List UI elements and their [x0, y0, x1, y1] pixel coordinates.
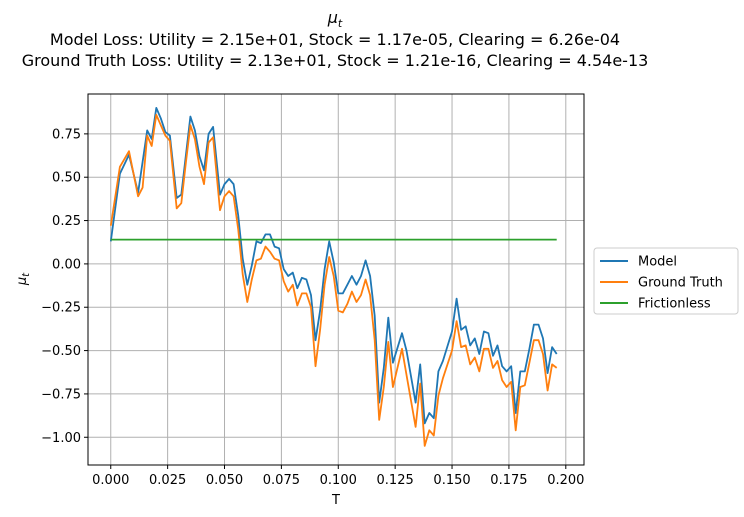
series-layer	[109, 107, 558, 447]
chart-title-line-2: Ground Truth Loss: Utility = 2.13e+01, S…	[22, 51, 649, 70]
series-line-model	[109, 107, 558, 425]
x-tick-label: 0.100	[320, 473, 357, 488]
x-tick-label: 0.025	[149, 473, 186, 488]
x-tick-label: 0.075	[263, 473, 300, 488]
y-tick-label: −0.50	[41, 344, 81, 359]
legend: Model Ground Truth Frictionless	[593, 247, 739, 315]
y-tick-label: −0.75	[41, 387, 81, 402]
x-axis-label: T	[331, 493, 340, 508]
x-tick-label: 0.200	[547, 473, 584, 488]
x-tick-label: 0.125	[377, 473, 414, 488]
y-tick-label: 0.00	[52, 257, 81, 272]
x-tick-label: 0.150	[433, 473, 470, 488]
grid-lines	[88, 94, 584, 465]
x-tick-label: 0.050	[206, 473, 243, 488]
legend-label-model: Model	[638, 255, 677, 270]
y-axis-label: μt	[15, 272, 32, 286]
legend-box	[593, 247, 739, 315]
legend-label-frictionless: Frictionless	[638, 297, 711, 312]
chart-title-symbol: μt	[327, 8, 343, 30]
chart-title-line-1: Model Loss: Utility = 2.15e+01, Stock = …	[50, 30, 620, 49]
y-tick-label: 0.50	[52, 171, 81, 186]
y-axis-ticks: 0.75 0.50 0.25 0.00 −0.25 −0.50 −0.75 −1.00	[41, 127, 88, 446]
y-tick-label: −0.25	[41, 301, 81, 316]
y-tick-label: 0.75	[52, 127, 81, 142]
title-block: μt Model Loss: Utility = 2.15e+01, Stock…	[22, 8, 649, 70]
series-line-ground-truth	[109, 113, 558, 447]
x-tick-label: 0.000	[92, 473, 129, 488]
x-axis-ticks: 0.000 0.025 0.050 0.075 0.100 0.125 0.150 0.175…	[92, 465, 584, 488]
y-tick-label: −1.00	[41, 431, 81, 446]
plot-frame	[87, 93, 585, 466]
x-tick-label: 0.175	[490, 473, 527, 488]
y-tick-label: 0.25	[52, 214, 81, 229]
legend-label-ground-truth: Ground Truth	[638, 276, 723, 291]
